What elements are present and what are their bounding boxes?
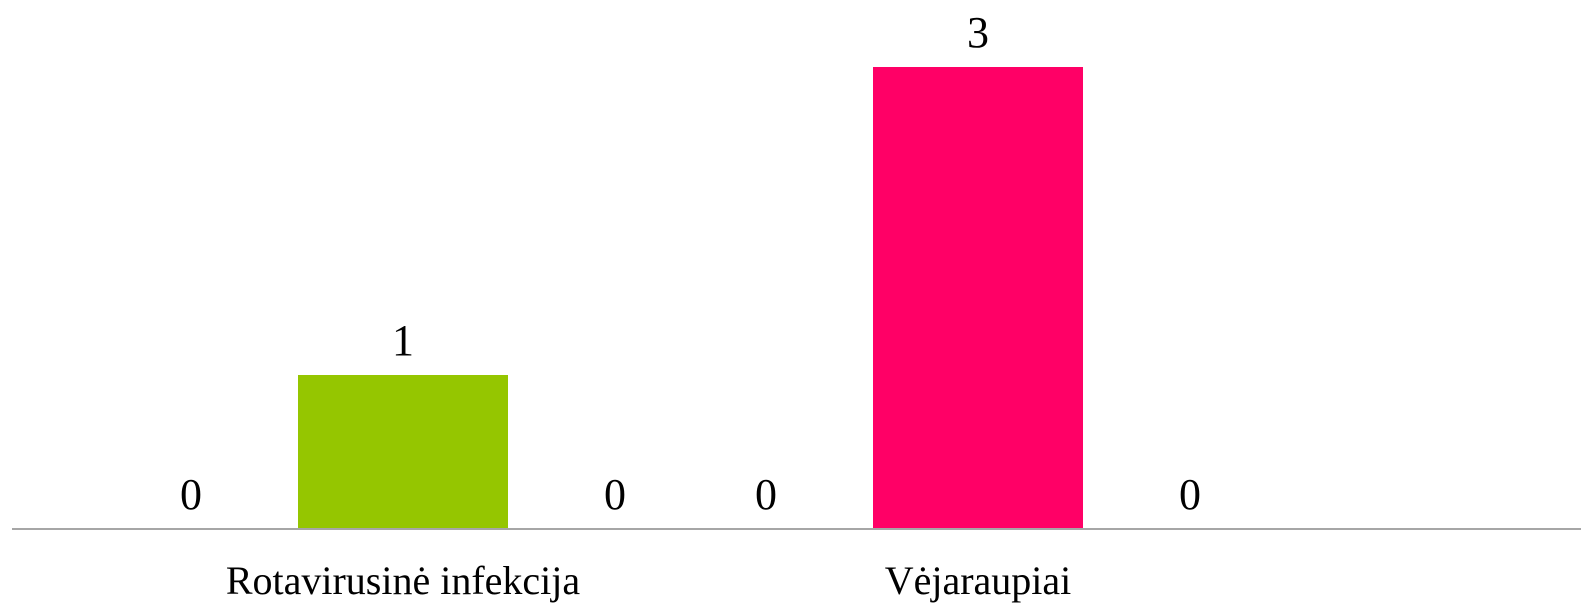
value-label-2-series-2: 3: [967, 8, 989, 57]
value-label-2-series-1: 0: [755, 470, 777, 519]
bars-group: [298, 67, 1083, 529]
category-labels-group: Rotavirusinė infekcija Vėjaraupiai: [226, 558, 1071, 603]
value-label-1-series-3: 0: [604, 470, 626, 519]
value-label-2-series-3: 0: [1179, 470, 1201, 519]
value-label-1-series-1: 0: [180, 470, 202, 519]
value-label-1-series-2: 1: [392, 316, 414, 365]
category-label-2: Vėjaraupiai: [885, 558, 1072, 603]
bar-1-series-2: [298, 375, 508, 529]
value-labels-group: 0 1 0 0 3 0: [180, 8, 1201, 519]
category-label-1: Rotavirusinė infekcija: [226, 558, 581, 603]
bar-2-series-2: [873, 67, 1083, 529]
